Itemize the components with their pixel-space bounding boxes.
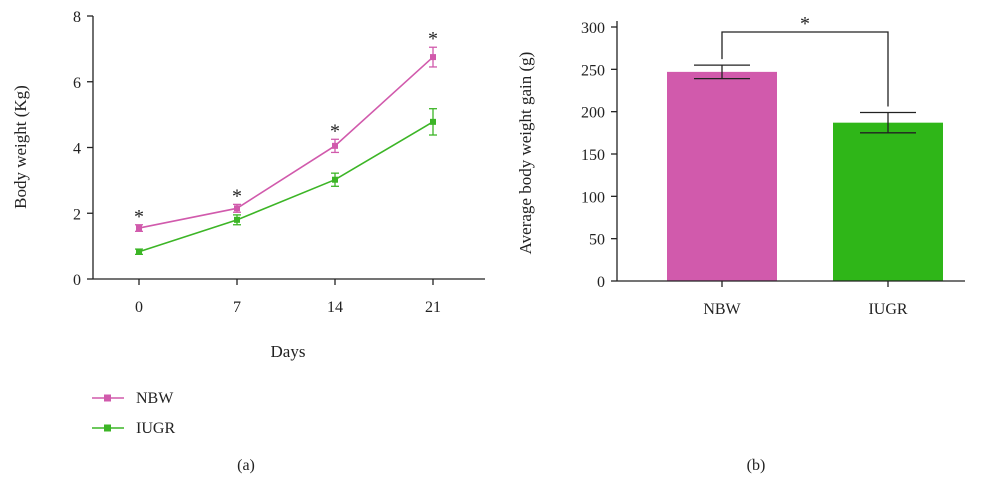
a-y-tick-label: 0: [73, 272, 81, 289]
a-point-NBW: [234, 205, 240, 212]
a-series-line-NBW: [138, 56, 434, 229]
a-point-IUGR: [430, 118, 436, 125]
b-y-tick-label: 250: [581, 62, 605, 79]
legend-label-IUGR: IUGR: [136, 420, 175, 437]
legend-marker-IUGR: [104, 424, 111, 432]
a-point-IUGR: [136, 248, 142, 255]
a-point-NBW: [430, 54, 436, 61]
a-point-IUGR: [332, 176, 338, 183]
a-point-NBW: [136, 225, 142, 232]
a-series-line-IUGR: [138, 121, 434, 253]
b-y-tick-label: 200: [581, 105, 605, 122]
panel-label-b: (b): [747, 457, 766, 474]
legend-marker-NBW: [104, 394, 111, 402]
b-y-tick-label: 300: [581, 20, 605, 37]
b-y-tick-label: 150: [581, 147, 605, 164]
a-significance-star: *: [232, 185, 242, 207]
b-bar-NBW: [667, 71, 777, 281]
a-x-tick-label: 7: [233, 299, 241, 316]
a-point-NBW: [332, 142, 338, 149]
a-y-tick-label: 2: [73, 206, 81, 223]
legend-label-NBW: NBW: [136, 390, 174, 407]
a-significance-star: *: [134, 206, 144, 228]
a-point-IUGR: [234, 216, 240, 223]
a-x-axis-title: Days: [271, 342, 306, 361]
a-x-tick-label: 0: [135, 299, 143, 316]
b-category-label-NBW: NBW: [703, 301, 741, 318]
a-y-tick-label: 4: [73, 141, 81, 158]
b-y-tick-label: 0: [597, 274, 605, 291]
a-significance-star: *: [428, 28, 438, 50]
a-y-axis-title: Body weight (Kg): [11, 85, 30, 209]
b-y-tick-label: 100: [581, 189, 605, 206]
b-significance-bracket: [721, 31, 889, 107]
a-y-tick-label: 6: [73, 75, 81, 92]
b-category-label-IUGR: IUGR: [868, 301, 907, 318]
panel-label-a: (a): [237, 457, 255, 474]
a-x-tick-label: 14: [327, 299, 343, 316]
a-y-tick-label: 8: [73, 9, 81, 26]
b-y-axis-title: Average body weight gain (g): [516, 52, 535, 255]
a-x-tick-label: 21: [425, 299, 441, 316]
b-bar-IUGR: [833, 122, 943, 281]
b-y-tick-label: 50: [589, 232, 605, 249]
b-significance-star: *: [800, 13, 810, 35]
a-significance-star: *: [330, 120, 340, 142]
